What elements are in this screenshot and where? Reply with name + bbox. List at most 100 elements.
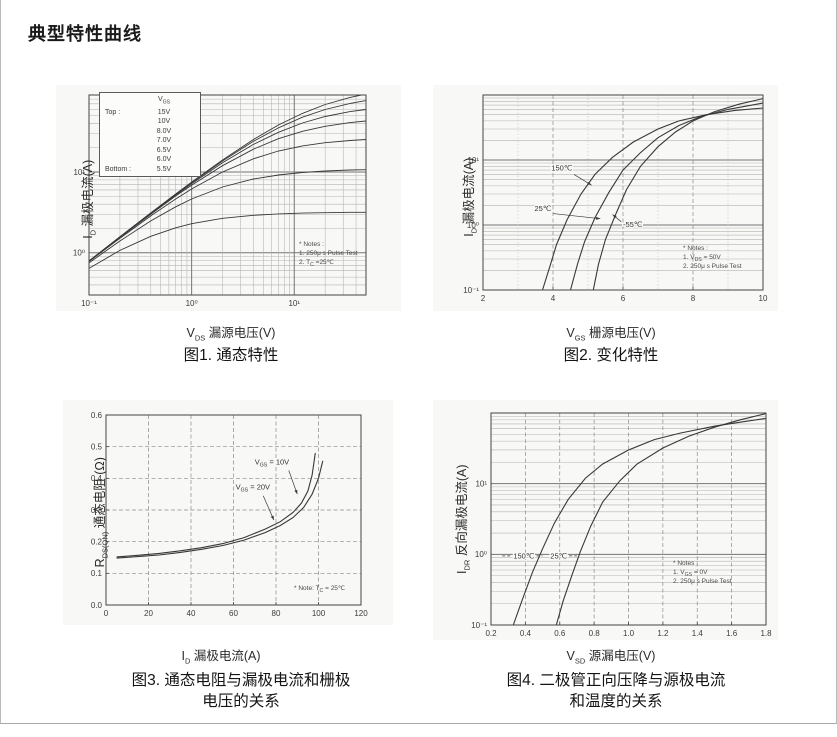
curve-label: 25℃ bbox=[534, 204, 551, 213]
y-tick-label: 10⁰ bbox=[73, 249, 85, 258]
label-arrowhead bbox=[294, 489, 298, 495]
x-tick-label: 0.6 bbox=[554, 629, 566, 638]
figure3-chart: 0 20 40 60 80 100 120 0.0 0.1 0.2 0.3 0.4 0.5 0.6 VGS … bbox=[63, 400, 393, 625]
figure4-chart: 0.2 0.4 0.6 0.8 1.0 1.2 1.4 1.6 1.8 10⁻¹ 10⁰ 10¹ 150… bbox=[433, 400, 778, 640]
legend-value: VGS bbox=[158, 96, 170, 106]
series-group bbox=[512, 413, 766, 625]
curve-label: 150℃ bbox=[551, 164, 573, 173]
y-tick-label: 10⁻¹ bbox=[471, 621, 487, 630]
legend-row: Top : 15V bbox=[105, 108, 197, 118]
legend-value: 10V bbox=[157, 118, 171, 126]
x-tick-label: 100 bbox=[312, 609, 326, 618]
curve bbox=[89, 211, 366, 269]
x-tick-label: 4 bbox=[551, 294, 556, 303]
figure1-x-axis-label: VDS 漏源电压(V) bbox=[186, 326, 276, 343]
legend-side-label bbox=[105, 146, 143, 156]
x-tick-label: 10⁰ bbox=[186, 299, 198, 308]
figure-3: 0 20 40 60 80 100 120 0.0 0.1 0.2 0.3 0.4 0.5 0.6 VGS … bbox=[63, 400, 393, 625]
figure4-caption: 图4. 二极管正向压降与源极电流 和温度的关系 bbox=[456, 670, 776, 712]
figure4-x-axis-label: VSD 源漏电压(V) bbox=[566, 649, 656, 666]
legend-row: 8.0V bbox=[105, 127, 197, 137]
grid bbox=[106, 415, 361, 605]
curve bbox=[89, 139, 366, 262]
y-tick-label: 0.4 bbox=[91, 474, 103, 483]
y-tick-label: 0.3 bbox=[91, 506, 103, 515]
legend-value: 8.0V bbox=[156, 127, 172, 135]
page-title: 典型特性曲线 bbox=[28, 24, 142, 45]
label-arrowhead bbox=[587, 181, 592, 186]
x-tick-label: 120 bbox=[354, 609, 368, 618]
legend-side-label bbox=[105, 136, 143, 146]
curve bbox=[512, 417, 766, 625]
figure-2: 2 4 6 8 10 10⁻¹ 10⁰ 10¹ 150℃ 25℃ -55℃ * Notes : 1. V… bbox=[433, 85, 778, 311]
figure2-caption: 图2. 变化特性 bbox=[481, 345, 741, 366]
y-tick-label: 10⁰ bbox=[475, 550, 487, 559]
label-arrowhead bbox=[595, 216, 601, 220]
figure2-x-axis-label: VGS 栅源电压(V) bbox=[566, 326, 656, 343]
series-group bbox=[541, 98, 763, 290]
figure-4: 0.2 0.4 0.6 0.8 1.0 1.2 1.4 1.6 1.8 10⁻¹ 10⁰ 10¹ 150… bbox=[433, 400, 778, 640]
curve bbox=[592, 98, 763, 290]
legend-side-label: Top : bbox=[105, 108, 121, 116]
x-tick-label: 2 bbox=[481, 294, 486, 303]
note-line: 1. VGS = 0V bbox=[673, 569, 708, 578]
label-arrow bbox=[262, 495, 275, 521]
figure1-legend: VGS Top : 15V 10V 8.0V 7.0V 6.5V 6.0V Bottom : 5.… bbox=[99, 92, 201, 178]
note-line: 2. 250μ s Pulse Test bbox=[683, 263, 742, 270]
notes: * Note: TC = 25℃ bbox=[294, 585, 346, 594]
y-tick-label: 0.1 bbox=[91, 569, 103, 578]
legend-value: 6.5V bbox=[156, 146, 172, 154]
x-tick-label: 20 bbox=[144, 609, 153, 618]
figure4-caption-line2: 和温度的关系 bbox=[569, 693, 663, 710]
legend-value: 15V bbox=[157, 108, 171, 116]
figure3-caption: 图3. 通态电阻与漏极电流和栅极 电压的关系 bbox=[81, 670, 401, 712]
note-line: 1. 250μ s Pulse Test bbox=[299, 250, 358, 257]
x-tick-label: 1.2 bbox=[657, 629, 669, 638]
x-tick-label: 40 bbox=[187, 609, 196, 618]
label-arrowhead bbox=[612, 214, 617, 219]
y-tick-label: 10¹ bbox=[467, 156, 479, 165]
figure-1: 10⁻¹ 10⁰ 10¹ 10⁰ 10¹ * Notes : 1. 250μ s Pulse… bbox=[56, 85, 401, 311]
note-line: 2. 250μ s Pulse Test bbox=[673, 578, 732, 585]
figure2-caption-line1: 图2. 变化特性 bbox=[563, 347, 659, 364]
figure4-y-axis-label: IDR 反向漏极电流(A) bbox=[454, 464, 472, 574]
legend-row: 7.0V bbox=[105, 136, 197, 146]
y-tick-label: 10⁰ bbox=[467, 221, 479, 230]
curve-label: 25℃ bbox=[550, 551, 567, 560]
x-tick-label: 80 bbox=[272, 609, 281, 618]
x-tick-label: 1.8 bbox=[760, 629, 772, 638]
x-tick-label: 0.8 bbox=[589, 629, 601, 638]
annotations: 150℃ 25℃ bbox=[502, 550, 577, 562]
figure2-y-axis-label: ID 漏极电流(A) bbox=[461, 157, 479, 237]
tick-labels: 0.2 0.4 0.6 0.8 1.0 1.2 1.4 1.6 1.8 10⁻¹ 10⁰ 10¹ bbox=[471, 479, 772, 638]
figure1-y-axis-label: ID 漏极电流(A) bbox=[80, 159, 98, 239]
grid bbox=[88, 94, 367, 296]
figure3-caption-line1: 图3. 通态电阻与漏极电流和栅极 bbox=[131, 672, 351, 689]
notes: * Notes : 1. 250μ s Pulse Test 2. TC =25℃ bbox=[299, 241, 358, 268]
curve bbox=[89, 169, 366, 264]
figure2-chart: 2 4 6 8 10 10⁻¹ 10⁰ 10¹ 150℃ 25℃ -55℃ * Notes : 1. V… bbox=[433, 85, 778, 311]
note-line: * Note: TC = 25℃ bbox=[294, 585, 346, 594]
legend-side-label bbox=[105, 117, 143, 127]
x-tick-label: 0 bbox=[104, 609, 109, 618]
y-tick-label: 10⁻¹ bbox=[463, 286, 479, 295]
tick-labels: 10⁻¹ 10⁰ 10¹ 10⁰ 10¹ bbox=[73, 168, 300, 308]
note-line: 2. TC =25℃ bbox=[299, 259, 335, 268]
series-group bbox=[89, 95, 366, 269]
legend-side-label bbox=[105, 127, 143, 137]
curve-label: -55℃ bbox=[623, 220, 643, 229]
series-group bbox=[116, 452, 324, 559]
legend-row: 6.0V bbox=[105, 155, 197, 165]
figure1-caption-line1: 图1. 通态特性 bbox=[183, 347, 279, 364]
figure4-caption-line1: 图4. 二极管正向压降与源极电流 bbox=[506, 672, 726, 689]
curve bbox=[116, 452, 316, 558]
legend-value: 5.5V bbox=[156, 165, 172, 173]
notes: * Notes : 1. VGS = 0V2. 250μ s Pulse Test bbox=[673, 560, 732, 585]
legend-side-label: Bottom : bbox=[105, 165, 132, 173]
annotations: VGS = 10V VGS = 20V bbox=[234, 456, 298, 521]
legend-side-label bbox=[105, 155, 143, 165]
note-line: 1. VDS = 50V bbox=[683, 254, 721, 263]
legend-side-label bbox=[105, 95, 143, 108]
y-tick-label: 0.0 bbox=[91, 601, 103, 610]
